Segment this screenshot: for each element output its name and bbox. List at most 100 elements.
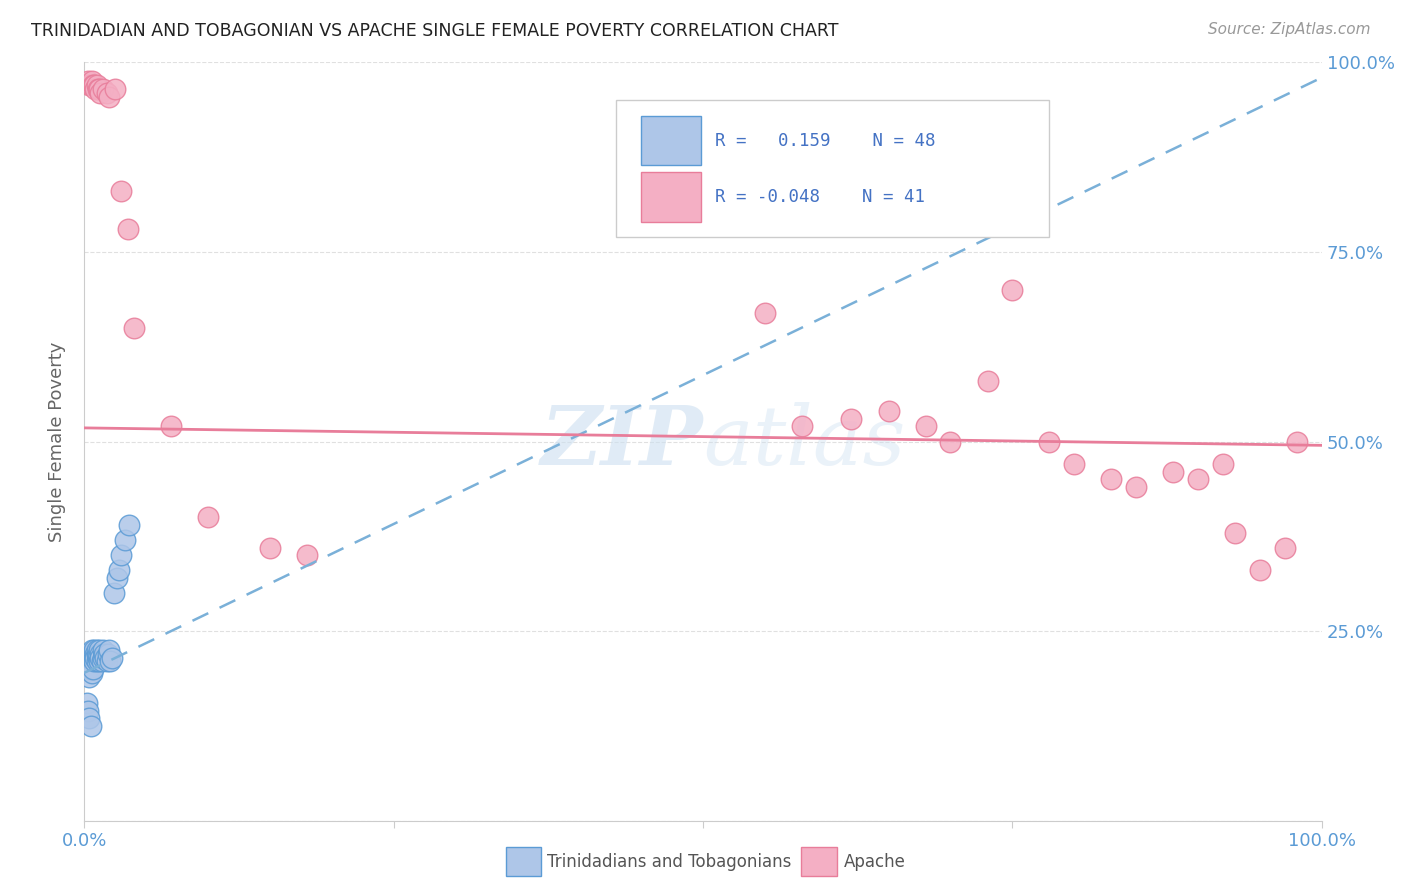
- Point: [103, 586, 125, 600]
- Point: [97, 647, 120, 661]
- Point: [87, 82, 110, 96]
- Point: [1063, 458, 1085, 472]
- Point: [1125, 480, 1147, 494]
- Point: [89, 82, 111, 96]
- Point: [96, 655, 118, 669]
- Point: [114, 533, 136, 548]
- Point: [1249, 564, 1271, 578]
- Point: [90, 655, 112, 669]
- Point: [82, 78, 104, 92]
- Point: [91, 650, 114, 665]
- Point: [160, 419, 183, 434]
- Point: [117, 222, 139, 236]
- Point: [82, 662, 104, 676]
- Point: [1212, 458, 1234, 472]
- Text: R = -0.048    N = 41: R = -0.048 N = 41: [716, 188, 925, 206]
- Point: [939, 434, 962, 449]
- Point: [976, 374, 998, 388]
- Point: [84, 647, 107, 661]
- Point: [80, 665, 103, 680]
- Point: [79, 662, 101, 676]
- Point: [108, 564, 131, 578]
- Point: [1001, 283, 1024, 297]
- Point: [79, 78, 101, 92]
- Point: [96, 86, 118, 100]
- Point: [86, 655, 108, 669]
- Point: [89, 86, 111, 100]
- Y-axis label: Single Female Poverty: Single Female Poverty: [48, 342, 66, 541]
- Text: Source: ZipAtlas.com: Source: ZipAtlas.com: [1208, 22, 1371, 37]
- Point: [79, 78, 101, 92]
- Text: atlas: atlas: [703, 401, 905, 482]
- Point: [80, 650, 103, 665]
- Point: [98, 643, 121, 657]
- Point: [104, 82, 127, 96]
- Point: [89, 643, 111, 657]
- Point: [86, 647, 108, 661]
- Point: [118, 517, 141, 532]
- Point: [84, 650, 107, 665]
- Point: [110, 548, 132, 563]
- Bar: [641, 172, 700, 221]
- Point: [197, 510, 219, 524]
- Point: [79, 711, 101, 725]
- Point: [1223, 525, 1246, 540]
- Point: [841, 412, 863, 426]
- Text: Trinidadians and Tobagonians: Trinidadians and Tobagonians: [547, 853, 792, 871]
- Text: ZIP: ZIP: [540, 401, 703, 482]
- Point: [89, 650, 111, 665]
- Point: [79, 655, 101, 669]
- Point: [877, 404, 900, 418]
- Point: [79, 719, 101, 733]
- Point: [82, 655, 104, 669]
- Text: R =   0.159    N = 48: R = 0.159 N = 48: [716, 131, 936, 150]
- Point: [83, 650, 105, 665]
- Point: [77, 647, 100, 661]
- Point: [83, 643, 105, 657]
- Point: [86, 643, 108, 657]
- Point: [1274, 541, 1296, 555]
- Point: [79, 655, 101, 669]
- Point: [295, 548, 318, 563]
- Point: [79, 669, 101, 683]
- Point: [93, 647, 115, 661]
- Text: Apache: Apache: [844, 853, 905, 871]
- Point: [259, 541, 281, 555]
- Point: [80, 74, 103, 88]
- Point: [1038, 434, 1060, 449]
- Point: [80, 643, 103, 657]
- Point: [83, 78, 105, 92]
- Point: [76, 655, 98, 669]
- Point: [77, 704, 100, 718]
- Point: [87, 647, 110, 661]
- Point: [89, 647, 111, 661]
- Point: [83, 655, 105, 669]
- Point: [100, 650, 122, 665]
- Text: TRINIDADIAN AND TOBAGONIAN VS APACHE SINGLE FEMALE POVERTY CORRELATION CHART: TRINIDADIAN AND TOBAGONIAN VS APACHE SIN…: [31, 22, 838, 40]
- Point: [122, 320, 145, 334]
- Point: [77, 662, 100, 676]
- Point: [754, 305, 776, 319]
- Point: [84, 82, 107, 96]
- Point: [914, 419, 936, 434]
- Point: [1187, 473, 1209, 487]
- Point: [790, 419, 813, 434]
- Point: [77, 74, 100, 88]
- FancyBboxPatch shape: [616, 100, 1049, 236]
- Point: [87, 650, 110, 665]
- Point: [110, 184, 132, 198]
- Bar: [641, 115, 700, 165]
- Point: [89, 655, 111, 669]
- Point: [91, 643, 114, 657]
- Point: [94, 650, 117, 665]
- Point: [98, 89, 121, 103]
- Point: [105, 571, 128, 585]
- Point: [76, 696, 98, 710]
- Point: [98, 655, 121, 669]
- Point: [1099, 473, 1122, 487]
- Point: [1161, 465, 1184, 479]
- Point: [82, 647, 104, 661]
- Point: [86, 78, 108, 92]
- Point: [91, 82, 114, 96]
- Point: [1285, 434, 1308, 449]
